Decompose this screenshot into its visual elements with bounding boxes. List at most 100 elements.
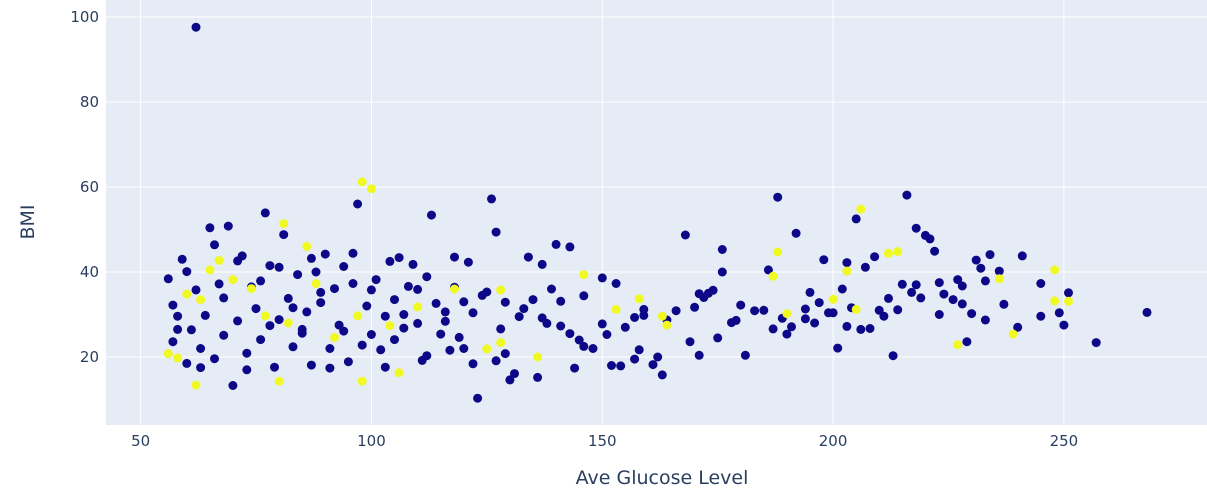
data-point-series-0 [173, 311, 183, 321]
data-point-series-0 [399, 310, 409, 319]
data-point-series-0 [902, 190, 912, 200]
x-tick-label: 200 [819, 432, 848, 450]
data-point-series-0 [390, 295, 399, 305]
data-point-series-0 [182, 267, 192, 277]
data-point-series-0 [200, 310, 210, 320]
data-point-series-0 [791, 228, 801, 238]
y-tick-label: 100 [70, 8, 99, 26]
data-point-series-0 [380, 362, 390, 372]
data-point-series-1 [496, 285, 506, 295]
data-point-series-1 [357, 177, 367, 187]
data-point-series-0 [390, 335, 399, 345]
data-point-series-0 [1091, 338, 1101, 348]
data-point-series-0 [413, 318, 423, 328]
data-point-series-0 [233, 256, 243, 266]
data-point-series-0 [1036, 311, 1046, 321]
data-point-series-1 [274, 376, 284, 386]
data-point-series-0 [214, 279, 224, 289]
data-point-series-0 [630, 313, 640, 322]
data-point-series-0 [325, 363, 335, 373]
data-point-series-0 [519, 304, 529, 314]
data-point-series-0 [907, 287, 917, 297]
data-point-series-1 [228, 275, 238, 285]
data-point-series-1 [283, 318, 293, 328]
data-point-series-0 [736, 300, 746, 310]
data-point-series-0 [256, 335, 266, 345]
x-tick-label: 100 [357, 432, 386, 450]
data-point-series-0 [533, 372, 543, 382]
data-point-series-1 [496, 338, 506, 348]
data-point-series-0 [320, 249, 330, 259]
data-point-series-1 [366, 184, 376, 194]
data-point-series-0 [717, 245, 727, 254]
data-point-series-1 [842, 266, 852, 276]
data-point-series-0 [694, 350, 704, 360]
data-point-series-0 [205, 223, 215, 233]
data-point-series-0 [376, 345, 386, 355]
data-point-series-0 [865, 324, 875, 333]
data-point-series-0 [1064, 288, 1073, 298]
data-point-series-0 [219, 293, 229, 303]
data-point-series-0 [306, 360, 316, 370]
data-point-series-0 [565, 329, 575, 339]
data-point-series-0 [597, 319, 607, 329]
data-point-series-0 [870, 252, 880, 262]
y-tick-label: 40 [80, 263, 99, 281]
data-point-series-0 [888, 351, 898, 361]
data-point-series-0 [805, 287, 815, 297]
data-point-series-0 [537, 259, 547, 269]
data-point-series-0 [1017, 251, 1027, 261]
data-point-series-1 [182, 289, 192, 299]
data-point-series-1 [1050, 296, 1060, 306]
data-point-series-0 [957, 299, 967, 309]
data-point-series-0 [953, 275, 963, 285]
data-point-series-0 [856, 324, 866, 334]
data-point-series-0 [556, 321, 566, 331]
data-point-series-0 [514, 312, 524, 322]
data-point-series-0 [223, 221, 233, 231]
data-point-series-0 [353, 199, 363, 209]
data-point-series-0 [814, 298, 824, 308]
data-point-series-0 [260, 208, 270, 218]
data-point-series-0 [191, 22, 201, 32]
data-point-series-0 [884, 293, 893, 303]
x-axis-ticks: 50 100 150 200 250 [131, 432, 1078, 450]
data-point-series-1 [163, 349, 173, 359]
data-point-series-0 [468, 359, 478, 369]
data-point-series-0 [588, 344, 598, 353]
data-point-series-0 [311, 267, 321, 277]
data-point-series-0 [934, 310, 944, 319]
data-point-series-0 [537, 313, 547, 323]
data-point-series-0 [210, 354, 219, 364]
data-point-series-0 [620, 322, 630, 332]
data-point-series-0 [306, 253, 316, 263]
data-point-series-0 [491, 227, 501, 237]
data-point-series-0 [824, 308, 833, 318]
data-point-series-1 [634, 294, 644, 304]
data-point-series-0 [196, 344, 206, 353]
data-point-series-0 [366, 285, 376, 295]
data-point-series-0 [413, 284, 423, 294]
data-point-series-1 [828, 294, 838, 304]
data-point-series-0 [228, 381, 238, 390]
data-point-series-0 [371, 275, 381, 285]
data-point-series-0 [191, 285, 201, 295]
data-point-series-0 [168, 337, 178, 347]
data-point-series-0 [427, 210, 436, 220]
data-point-series-1 [1050, 265, 1060, 275]
data-point-series-0 [510, 369, 519, 379]
data-point-series-0 [630, 354, 640, 364]
data-point-series-0 [256, 276, 266, 286]
data-point-series-1 [205, 265, 215, 275]
data-point-series-0 [385, 256, 395, 266]
data-point-series-0 [487, 194, 496, 204]
data-point-series-0 [491, 356, 501, 366]
data-point-series-0 [283, 293, 293, 303]
data-point-series-0 [196, 363, 206, 373]
data-point-series-1 [279, 219, 289, 229]
data-point-series-0 [394, 253, 404, 263]
data-point-series-0 [186, 325, 196, 335]
data-point-series-1 [214, 256, 224, 265]
data-points [163, 22, 1152, 403]
data-point-series-0 [274, 262, 284, 272]
